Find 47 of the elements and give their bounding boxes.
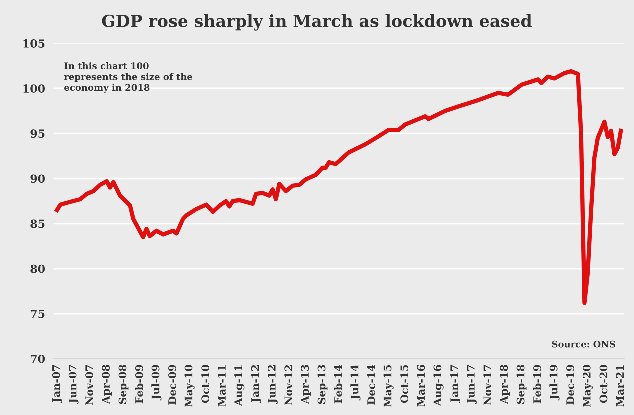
x-tick-label: Dec-19 (566, 365, 574, 405)
x-tick-label: Feb-09 (135, 365, 144, 404)
x-tick-label: Jul-19 (550, 365, 560, 401)
x-tick-label: Aug-11 (234, 366, 245, 406)
x-tick-label: Oct-20 (600, 365, 608, 404)
y-tick-label: 90 (30, 174, 46, 184)
y-tick-label: 95 (30, 130, 45, 138)
annotation: In this chart 100 represents the size of the economy in 2018 (64, 62, 193, 93)
x-tick-label: Sep-13 (318, 365, 328, 404)
x-tick-label: Mar-11 (218, 366, 226, 407)
x-tick-label: Apr-18 (500, 365, 510, 404)
x-tick-label: Apr-13 (301, 365, 312, 404)
x-tick-label: Nov-17 (484, 365, 492, 406)
x-tick-label: Apr-08 (102, 365, 112, 404)
x-tick-label: Dec-09 (168, 365, 176, 405)
x-tick-label: Jan-07 (52, 365, 62, 404)
x-tick-label: Jul-14 (350, 364, 361, 401)
x-tick-label: Sep-08 (118, 365, 129, 404)
x-tick-label: Jun-12 (268, 365, 278, 404)
x-tick-label: May-20 (582, 365, 594, 408)
x-tick-label: Feb-19 (533, 365, 542, 404)
x-tick-label: Jan-12 (251, 365, 262, 404)
x-tick-label: Jan-17 (450, 365, 460, 404)
y-tick-label: 100 (24, 84, 46, 94)
x-tick-label: Mar-21 (616, 366, 624, 407)
x-tick-label: Oct-10 (202, 365, 210, 404)
y-tick-label: 70 (30, 354, 46, 364)
x-tick-label: May-15 (384, 365, 394, 408)
x-tick-label: Mar-16 (417, 365, 426, 407)
x-tick-label: Aug-16 (434, 365, 444, 406)
y-tick-label: 105 (24, 40, 45, 48)
x-tick-label: Sep-18 (516, 365, 527, 404)
x-tick-label: Nov-07 (86, 365, 94, 406)
x-tick-label: Dec-14 (368, 364, 376, 405)
x-tick-label: Jul-09 (152, 365, 162, 401)
y-tick-label: 75 (30, 310, 45, 318)
x-tick-label: Jun-07 (68, 365, 79, 404)
x-tick-label: Oct-15 (400, 365, 409, 404)
chart-title: GDP rose sharply in March as lockdown eased (102, 14, 532, 31)
y-tick-label: 85 (30, 220, 45, 228)
annotation: Source: ONS (552, 340, 616, 348)
line-series (55, 69, 624, 306)
x-tick-label: Nov-12 (284, 365, 293, 406)
x-tick-label: Jun-17 (467, 365, 477, 404)
x-tick-label: Feb-14 (334, 364, 342, 404)
y-tick-label: 80 (30, 264, 46, 274)
x-tick-label: May-10 (184, 365, 195, 408)
